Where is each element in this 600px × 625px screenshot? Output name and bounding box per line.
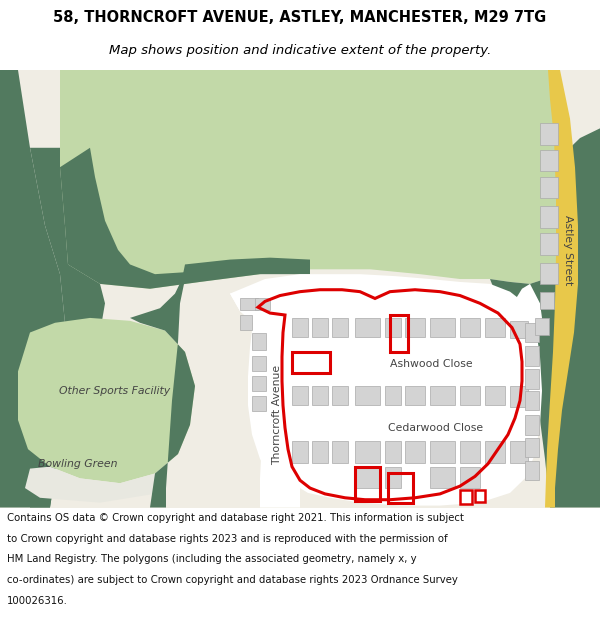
- Polygon shape: [25, 467, 160, 502]
- Bar: [540, 292, 554, 309]
- Bar: [540, 150, 558, 171]
- Bar: [292, 386, 308, 406]
- Text: HM Land Registry. The polygons (including the associated geometry, namely x, y: HM Land Registry. The polygons (includin…: [7, 554, 417, 564]
- Bar: [385, 318, 401, 338]
- Text: Bowling Green: Bowling Green: [38, 459, 118, 469]
- Bar: [525, 369, 539, 389]
- Bar: [485, 386, 505, 406]
- Bar: [485, 318, 505, 338]
- Bar: [405, 318, 425, 338]
- Bar: [405, 441, 425, 462]
- Bar: [460, 490, 472, 504]
- Bar: [312, 318, 328, 338]
- Bar: [535, 318, 549, 336]
- Bar: [355, 318, 380, 338]
- Bar: [240, 299, 258, 310]
- Bar: [460, 441, 480, 462]
- Bar: [540, 124, 558, 145]
- Text: 58, THORNCROFT AVENUE, ASTLEY, MANCHESTER, M29 7TG: 58, THORNCROFT AVENUE, ASTLEY, MANCHESTE…: [53, 10, 547, 25]
- Bar: [388, 474, 413, 502]
- Bar: [292, 352, 330, 373]
- Bar: [540, 262, 558, 284]
- Bar: [525, 461, 539, 480]
- Bar: [355, 467, 380, 501]
- Text: Contains OS data © Crown copyright and database right 2021. This information is : Contains OS data © Crown copyright and d…: [7, 513, 464, 523]
- Polygon shape: [260, 279, 292, 508]
- Bar: [510, 321, 528, 338]
- Polygon shape: [30, 148, 105, 508]
- Bar: [430, 318, 455, 338]
- Text: co-ordinates) are subject to Crown copyright and database rights 2023 Ordnance S: co-ordinates) are subject to Crown copyr…: [7, 575, 458, 585]
- Bar: [525, 391, 539, 410]
- Bar: [355, 467, 380, 488]
- Polygon shape: [515, 284, 542, 332]
- Bar: [430, 467, 455, 488]
- Text: Astley Street: Astley Street: [563, 215, 573, 285]
- Bar: [292, 318, 308, 338]
- Bar: [525, 415, 539, 434]
- Bar: [540, 206, 558, 228]
- Text: Other Sports Facility: Other Sports Facility: [59, 386, 170, 396]
- Bar: [390, 315, 408, 352]
- Bar: [510, 441, 528, 462]
- Bar: [252, 376, 266, 391]
- Bar: [332, 386, 348, 406]
- Bar: [385, 386, 401, 406]
- Bar: [385, 441, 401, 462]
- Bar: [355, 441, 380, 462]
- Bar: [525, 438, 539, 457]
- Polygon shape: [60, 70, 560, 289]
- Bar: [355, 386, 380, 406]
- Polygon shape: [545, 70, 578, 508]
- Bar: [430, 441, 455, 462]
- Bar: [510, 386, 528, 408]
- Bar: [540, 233, 558, 255]
- Bar: [332, 441, 348, 462]
- Bar: [252, 396, 266, 411]
- Bar: [252, 332, 266, 350]
- Polygon shape: [230, 274, 542, 508]
- Bar: [312, 386, 328, 406]
- Bar: [540, 177, 558, 198]
- Polygon shape: [282, 344, 460, 381]
- Text: to Crown copyright and database rights 2023 and is reproduced with the permissio: to Crown copyright and database rights 2…: [7, 534, 448, 544]
- Bar: [240, 315, 252, 329]
- Bar: [252, 356, 266, 371]
- Text: Ashwood Close: Ashwood Close: [390, 359, 473, 369]
- Text: 100026316.: 100026316.: [7, 596, 68, 606]
- Bar: [430, 386, 455, 406]
- Bar: [485, 441, 505, 462]
- Text: Thorncroft Avenue: Thorncroft Avenue: [272, 365, 282, 465]
- Polygon shape: [18, 318, 195, 483]
- Bar: [312, 441, 328, 462]
- Polygon shape: [282, 415, 500, 437]
- Bar: [292, 441, 308, 462]
- Text: Cedarwood Close: Cedarwood Close: [388, 422, 483, 432]
- Bar: [332, 318, 348, 338]
- Polygon shape: [230, 289, 270, 322]
- Bar: [460, 318, 480, 338]
- Bar: [525, 346, 539, 366]
- Polygon shape: [60, 148, 310, 289]
- Polygon shape: [130, 258, 310, 508]
- Bar: [460, 386, 480, 406]
- Text: Map shows position and indicative extent of the property.: Map shows position and indicative extent…: [109, 44, 491, 57]
- Bar: [525, 322, 539, 342]
- Polygon shape: [490, 128, 600, 508]
- Bar: [255, 299, 270, 310]
- Bar: [475, 490, 485, 502]
- Bar: [405, 386, 425, 406]
- Polygon shape: [0, 70, 68, 508]
- Bar: [460, 467, 480, 488]
- Bar: [385, 467, 401, 488]
